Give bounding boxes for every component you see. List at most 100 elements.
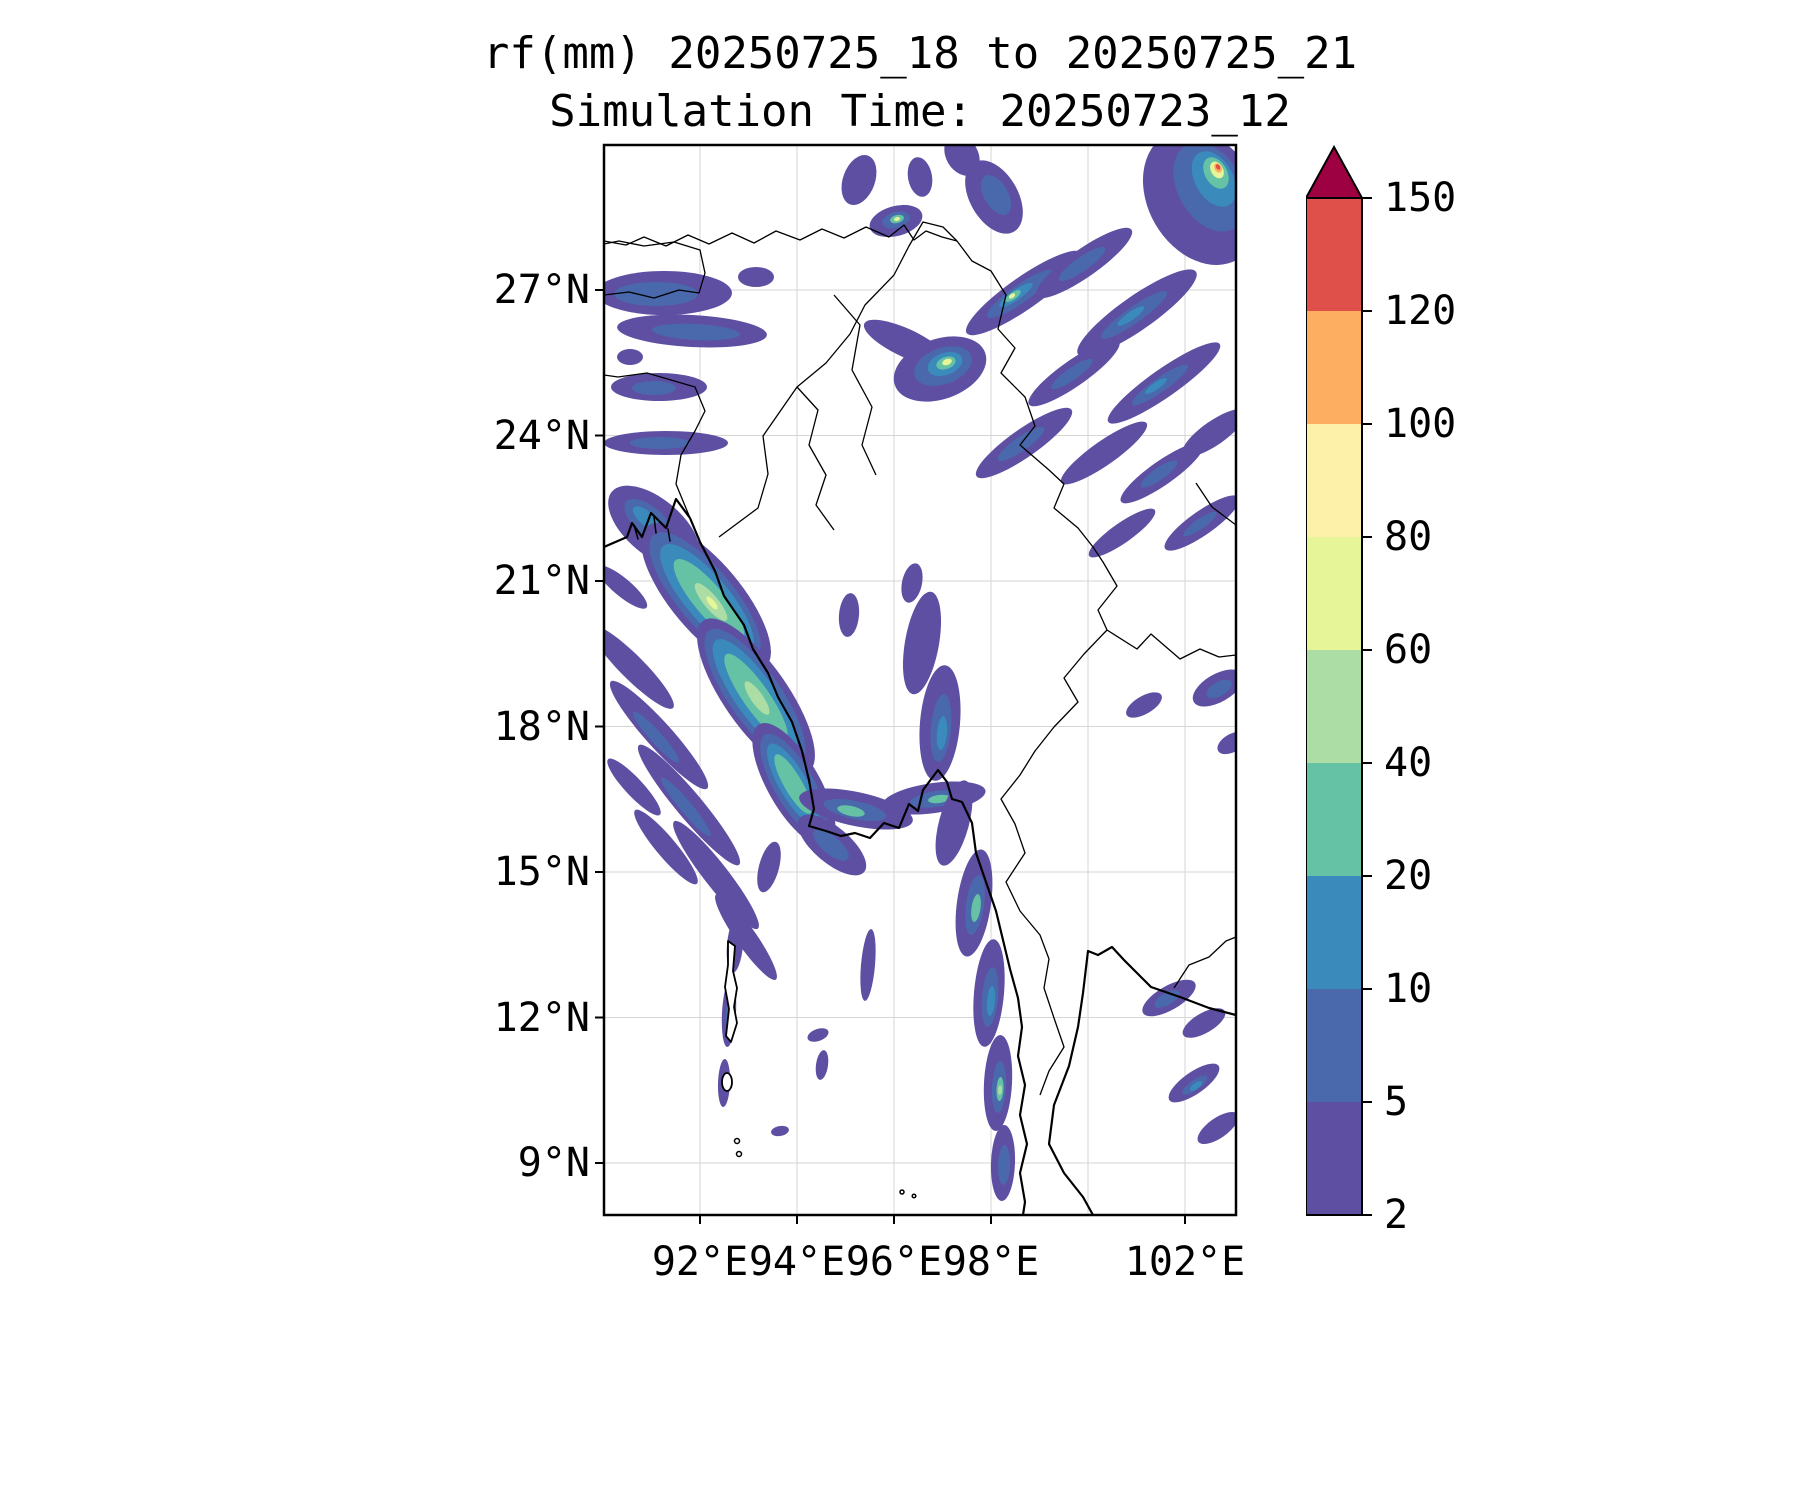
rain-contour xyxy=(942,358,952,366)
colorbar-extend-triangle xyxy=(1306,145,1364,199)
rain-contour xyxy=(757,841,781,893)
rain-contour xyxy=(1058,246,1106,282)
colorbar-segment xyxy=(1306,311,1362,424)
rain-contour xyxy=(652,323,740,341)
coastline xyxy=(899,1189,905,1195)
rain-contour xyxy=(632,711,680,763)
rain-contour xyxy=(1140,460,1178,488)
lon-tick-label: 102°E xyxy=(1124,1239,1246,1285)
colorbar-ticks xyxy=(1362,197,1372,1216)
country-border xyxy=(1173,936,1236,989)
country-border xyxy=(604,224,958,247)
lon-tick-label: 98°E xyxy=(942,1239,1040,1285)
rain-contour xyxy=(1126,692,1162,718)
lat-tick-label: 21°N xyxy=(493,558,590,604)
rain-contour xyxy=(841,154,877,206)
coastline xyxy=(721,1072,733,1092)
rain-contour xyxy=(607,758,661,816)
rain-contour xyxy=(860,929,876,1001)
rain-contour xyxy=(604,625,674,709)
rain-contour xyxy=(997,1145,1011,1185)
country-border xyxy=(796,386,835,531)
rain-contour xyxy=(901,563,923,603)
rain-contour xyxy=(902,591,942,695)
lon-tick-label: 96°E xyxy=(845,1239,943,1285)
rain-contour xyxy=(1145,378,1167,394)
colorbar-tick-label: 80 xyxy=(1384,514,1433,560)
rain-contour xyxy=(837,805,865,817)
coastline xyxy=(724,940,738,1043)
coastline xyxy=(735,1150,743,1158)
lat-tick-label: 9°N xyxy=(517,1140,590,1186)
rain-contour xyxy=(1060,421,1148,485)
plot-title: rf(mm) 20250725_18 to 20250725_21 xyxy=(482,28,1358,79)
lat-tick-label: 15°N xyxy=(493,849,590,895)
rain-contour xyxy=(604,565,648,609)
rain-contour xyxy=(771,1125,789,1137)
rain-contour xyxy=(1182,409,1236,457)
lon-tick-label: 94°E xyxy=(748,1239,846,1285)
colorbar-segment xyxy=(1306,650,1362,763)
colorbar-segment xyxy=(1306,424,1362,537)
colorbar xyxy=(1306,145,1372,1216)
rain-contours xyxy=(604,145,1236,1201)
rain-contour xyxy=(1183,511,1217,537)
colorbar-tick-label: 100 xyxy=(1384,401,1457,447)
lat-tick-label: 27°N xyxy=(493,267,590,313)
country-borders xyxy=(604,221,1236,1096)
rain-contour xyxy=(706,596,718,610)
colorbar-segment xyxy=(1306,198,1362,311)
rain-contour xyxy=(744,681,770,715)
colorbar-segment xyxy=(1306,989,1362,1102)
country-border xyxy=(604,372,706,519)
rain-contour xyxy=(1051,358,1093,390)
country-border xyxy=(718,221,958,538)
rain-contour xyxy=(673,820,759,930)
country-border xyxy=(604,240,706,299)
rain-contour xyxy=(894,216,900,222)
colorbar-tick-label: 2 xyxy=(1384,1192,1409,1238)
colorbar-segments xyxy=(1306,198,1362,1215)
axis-ticks xyxy=(595,289,1186,1224)
colorbar-tick-label: 150 xyxy=(1384,175,1457,221)
rain-contour xyxy=(1217,731,1236,755)
rain-contour xyxy=(1190,1081,1202,1091)
rain-contour xyxy=(614,282,698,306)
rain-contour xyxy=(1088,508,1156,558)
rain-contour xyxy=(936,716,948,750)
rain-contour xyxy=(1182,1008,1226,1038)
rain-contour xyxy=(980,175,1012,215)
rain-contour xyxy=(630,437,690,449)
axes-frame xyxy=(602,143,1238,1217)
country-border xyxy=(1106,629,1236,660)
rain-contour xyxy=(813,829,849,861)
rain-contour xyxy=(1117,306,1145,326)
lat-tick-label: 12°N xyxy=(493,994,590,1041)
coastline xyxy=(633,516,671,542)
coastline xyxy=(1047,945,1236,1215)
rain-contour xyxy=(907,157,933,197)
colorbar-segment xyxy=(1306,1102,1362,1215)
colorbar-outline xyxy=(1306,197,1363,1216)
country-border xyxy=(833,294,877,476)
rain-contour xyxy=(661,777,711,837)
colorbar-segment xyxy=(1306,763,1362,876)
rain-contour xyxy=(928,794,950,804)
colorbar-tick-label: 20 xyxy=(1384,853,1433,899)
rain-contour xyxy=(815,1050,829,1080)
colorbar-tick-label: 10 xyxy=(1384,966,1433,1012)
rain-contour xyxy=(935,780,973,866)
coastline xyxy=(604,497,1029,1215)
lat-tick-label: 24°N xyxy=(493,412,590,459)
plot-subtitle: Simulation Time: 20250723_12 xyxy=(549,86,1291,137)
rain-contour xyxy=(1206,679,1232,699)
lon-tick-label: 92°E xyxy=(651,1239,749,1285)
colorbar-tick-label: 60 xyxy=(1384,627,1433,673)
colorbar-tick-label: 5 xyxy=(1384,1079,1409,1125)
rain-contour xyxy=(986,986,996,1016)
colorbar-segment xyxy=(1306,537,1362,650)
map-plot xyxy=(595,143,1238,1224)
rain-contour xyxy=(632,381,676,395)
